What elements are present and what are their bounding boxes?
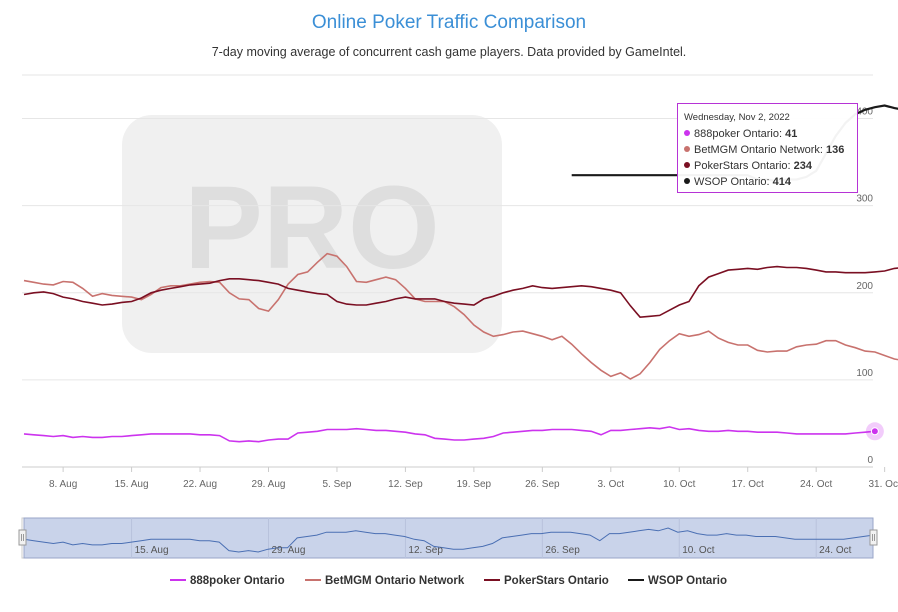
y-tick-label: 400 — [856, 107, 873, 118]
y-tick-label: 200 — [856, 281, 873, 292]
x-tick-label: 3. Oct — [597, 479, 624, 490]
legend-item: 888poker Ontario — [190, 575, 285, 587]
navigator-tick-label: 12. Sep — [408, 545, 443, 556]
x-tick-label: 10. Oct — [663, 479, 695, 490]
navigator-tick-label: 26. Sep — [545, 545, 580, 556]
series-lines — [23, 104, 898, 443]
hover-markers — [865, 422, 884, 441]
x-axis: 8. Aug 15. Aug 22. Aug 29. Aug 5. Sep 12. Sep… — [49, 467, 898, 490]
y-tick-label: 0 — [867, 455, 873, 466]
navigator-left-handle[interactable] — [18, 529, 27, 546]
navigator-tick-label: 10. Oct — [682, 545, 714, 556]
navigator-tick-label: 15. Aug — [135, 545, 169, 556]
tooltip: Wednesday, Nov 2, 2022 888poker Ontario:… — [677, 103, 858, 193]
dot-icon — [684, 178, 690, 184]
x-tick-label: 17. Oct — [732, 479, 764, 490]
x-tick-label: 15. Aug — [115, 479, 149, 490]
svg-text:PRO: PRO — [184, 162, 440, 294]
navigator-tick-label: 29. Aug — [272, 545, 306, 556]
dot-icon — [684, 146, 690, 152]
x-tick-label: 22. Aug — [183, 479, 217, 490]
watermark-logo: PRO — [122, 115, 502, 353]
legend: 888poker Ontario BetMGM Ontario Network Po… — [170, 575, 727, 587]
grid-lines — [22, 74, 873, 468]
dot-icon — [684, 162, 690, 168]
navigator-right-handle[interactable] — [869, 529, 878, 546]
dot-icon — [684, 130, 690, 136]
navigator-axis: 15. Aug 29. Aug 12. Sep 26. Sep 10. Oct 24. O… — [135, 545, 852, 556]
x-tick-label: 19. Sep — [457, 479, 492, 490]
legend-item: PokerStars Ontario — [504, 575, 609, 587]
tooltip-row: WSOP Ontario: 414 — [684, 174, 851, 190]
series-line — [23, 265, 898, 319]
chart-subtitle: 7-day moving average of concurrent cash … — [211, 45, 687, 59]
legend-item: BetMGM Ontario Network — [325, 575, 465, 587]
chart-title: Online Poker Traffic Comparison — [311, 12, 587, 33]
x-tick-label: 26. Sep — [525, 479, 560, 490]
y-tick-label: 300 — [856, 194, 873, 205]
data-point — [870, 427, 879, 436]
navigator[interactable] — [18, 517, 878, 559]
tooltip-row: 888poker Ontario: 41 — [684, 126, 851, 142]
y-axis: 0 100 200 300 400 — [856, 107, 873, 466]
navigator-tick-label: 24. Oct — [819, 545, 851, 556]
legend-item: WSOP Ontario — [648, 575, 727, 587]
series-line — [23, 252, 898, 380]
x-tick-label: 5. Sep — [322, 479, 351, 490]
tooltip-header: Wednesday, Nov 2, 2022 — [684, 112, 790, 123]
tooltip-row: BetMGM Ontario Network: 136 — [684, 142, 851, 158]
series-line — [23, 426, 875, 443]
x-tick-label: 12. Sep — [388, 479, 423, 490]
x-tick-label: 29. Aug — [252, 479, 286, 490]
x-tick-label: 31. Oct — [869, 479, 898, 490]
x-tick-label: 24. Oct — [800, 479, 832, 490]
tooltip-row: PokerStars Ontario: 234 — [684, 158, 851, 174]
y-tick-label: 100 — [856, 368, 873, 379]
x-tick-label: 8. Aug — [49, 479, 77, 490]
